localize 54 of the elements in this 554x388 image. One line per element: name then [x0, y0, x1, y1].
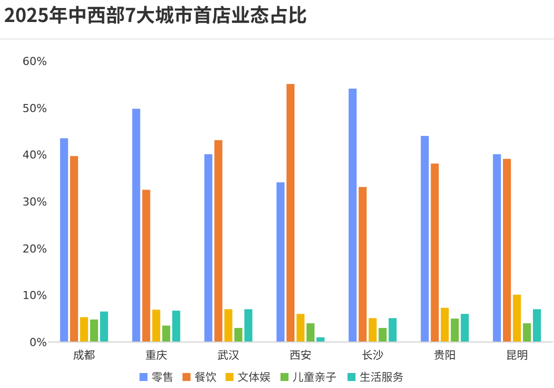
x-tick-label: 贵阳: [434, 347, 456, 363]
bar: [234, 328, 242, 342]
bar: [492, 154, 501, 342]
bar: [214, 140, 222, 342]
bar: [420, 136, 429, 342]
y-tick-label: 0%: [30, 336, 47, 349]
bar: [532, 309, 541, 342]
bar: [276, 182, 284, 342]
y-tick-label: 20%: [22, 242, 47, 256]
bar: [80, 317, 88, 342]
y-tick-label: 30%: [22, 196, 47, 208]
bar: [172, 310, 180, 342]
bar: [512, 294, 521, 342]
bar: [204, 154, 212, 342]
legend-label: 文体娱: [238, 369, 270, 385]
bar: [522, 323, 531, 342]
bar: [244, 309, 252, 342]
bar: [460, 314, 469, 342]
bar: [388, 318, 397, 342]
bar: [358, 186, 367, 342]
bar: [162, 326, 170, 342]
x-tick-label: 重庆: [145, 347, 168, 363]
y-tick-label: 50%: [22, 102, 47, 115]
bar: [296, 314, 304, 342]
bar: [502, 158, 511, 342]
bar: [286, 84, 294, 342]
bar: [348, 88, 357, 342]
bar: [368, 318, 377, 342]
bar: [132, 108, 140, 342]
bar: [430, 164, 439, 342]
x-tick-label: 长沙: [362, 347, 384, 363]
bar: [90, 320, 98, 342]
bar: [60, 138, 68, 342]
legend-label: 儿童亲子: [292, 369, 336, 385]
bar: [378, 328, 387, 342]
y-tick-label: 10%: [22, 289, 47, 302]
bar: [306, 323, 314, 342]
legend-label: 零售: [152, 369, 174, 385]
x-tick-label: 西安: [290, 347, 312, 363]
bar: [440, 308, 449, 342]
y-tick-label: 60%: [22, 55, 47, 68]
legend-label: 生活服务: [360, 369, 404, 385]
bar: [224, 309, 232, 342]
bar: [152, 310, 160, 342]
title: 2025年中西部7大城市首店业态占比: [4, 1, 308, 28]
x-tick-label: 昆明: [506, 347, 528, 363]
x-tick-label: 武汉: [217, 347, 240, 363]
x-tick-label: 成都: [73, 347, 96, 363]
bar: [70, 156, 78, 342]
bar: [450, 318, 459, 342]
legend-label: 餐饮: [194, 369, 216, 385]
y-tick-label: 40%: [22, 148, 47, 162]
bar: [100, 312, 108, 342]
bar: [142, 190, 150, 342]
